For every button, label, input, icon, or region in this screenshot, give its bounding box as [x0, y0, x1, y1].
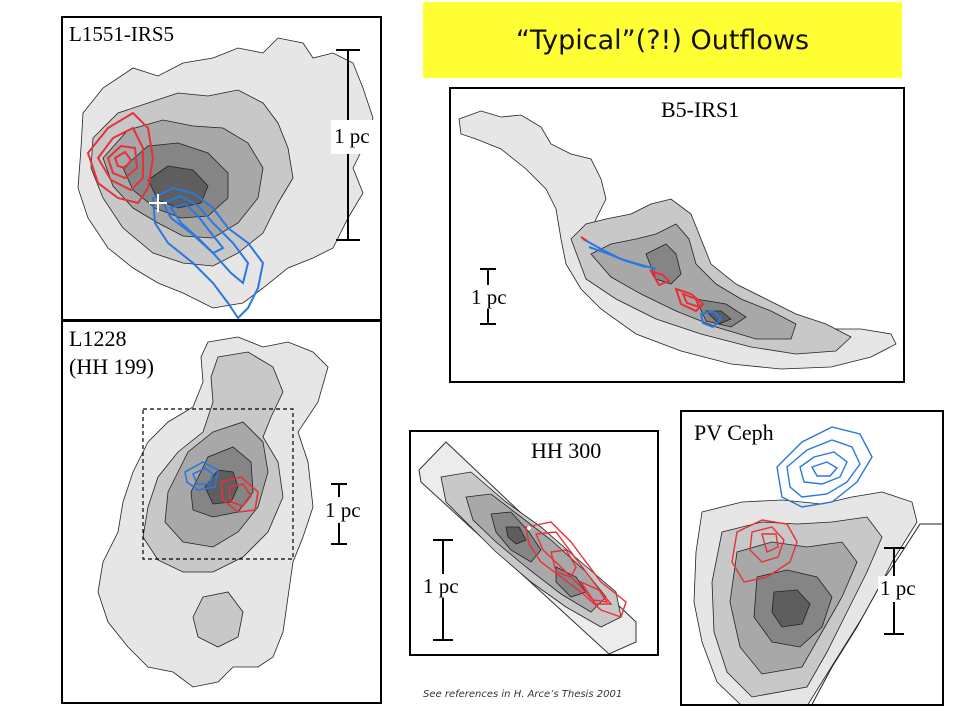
pvceph-contour-map	[693, 426, 942, 704]
panel-title-hh300: HH 300	[531, 438, 602, 463]
l1551-contour-map	[77, 37, 380, 319]
blueshifted-lobe	[776, 426, 873, 508]
panel-title-b5: B5-IRS1	[661, 97, 740, 122]
redshifted-lobe	[580, 236, 705, 313]
source-cross-marker	[149, 194, 167, 212]
scale-label-l1551: 1 pc	[334, 124, 370, 148]
zoom-region-box	[142, 408, 294, 560]
redshifted-lobe	[525, 521, 627, 618]
panel-hh300: HH 300 1 pc	[409, 430, 659, 656]
redshifted-lobe	[86, 111, 155, 205]
panel-l1228: L1228 (HH 199) 1 pc	[61, 320, 382, 704]
scale-label-l1228: 1 pc	[325, 498, 361, 522]
redshifted-lobe	[731, 519, 798, 583]
scale-label-b5: 1 pc	[471, 285, 507, 309]
panel-title-pvceph: PV Ceph	[694, 420, 774, 445]
gray-contour-5	[771, 589, 811, 628]
panel-pv-ceph: PV Ceph 1 pc	[680, 410, 944, 706]
map-edge-cutoff	[811, 523, 942, 704]
gray-contour-5	[147, 165, 209, 209]
panel-title-l1228-line2: (HH 199)	[69, 354, 154, 379]
b5-contour-map	[458, 110, 897, 370]
l1228-contour-map	[97, 336, 367, 688]
blueshifted-lobe	[151, 186, 265, 319]
panel-title-l1228-line1: L1228	[69, 326, 127, 351]
scale-label-pvceph: 1 pc	[880, 576, 916, 600]
hh300-contour-map	[418, 441, 637, 654]
redshifted-lobe	[220, 476, 259, 513]
gray-contour-3	[590, 223, 797, 340]
source-star-marker	[527, 526, 531, 530]
scale-label-hh300: 1 pc	[423, 574, 459, 598]
reference-footnote: See references in H. Arce’s Thesis 2001	[423, 689, 623, 700]
panel-b5-irs1: B5-IRS1 1 pc	[449, 87, 905, 383]
panel-title-l1551: L1551-IRS5	[69, 22, 174, 46]
gray-contour-5	[505, 526, 527, 545]
slide-title: “Typical”(?!) Outflows	[423, 2, 902, 78]
blueshifted-lobe	[582, 238, 723, 329]
blueshifted-lobe	[184, 461, 219, 491]
panel-l1551-irs5: L1551-IRS5 1 pc	[61, 16, 382, 321]
